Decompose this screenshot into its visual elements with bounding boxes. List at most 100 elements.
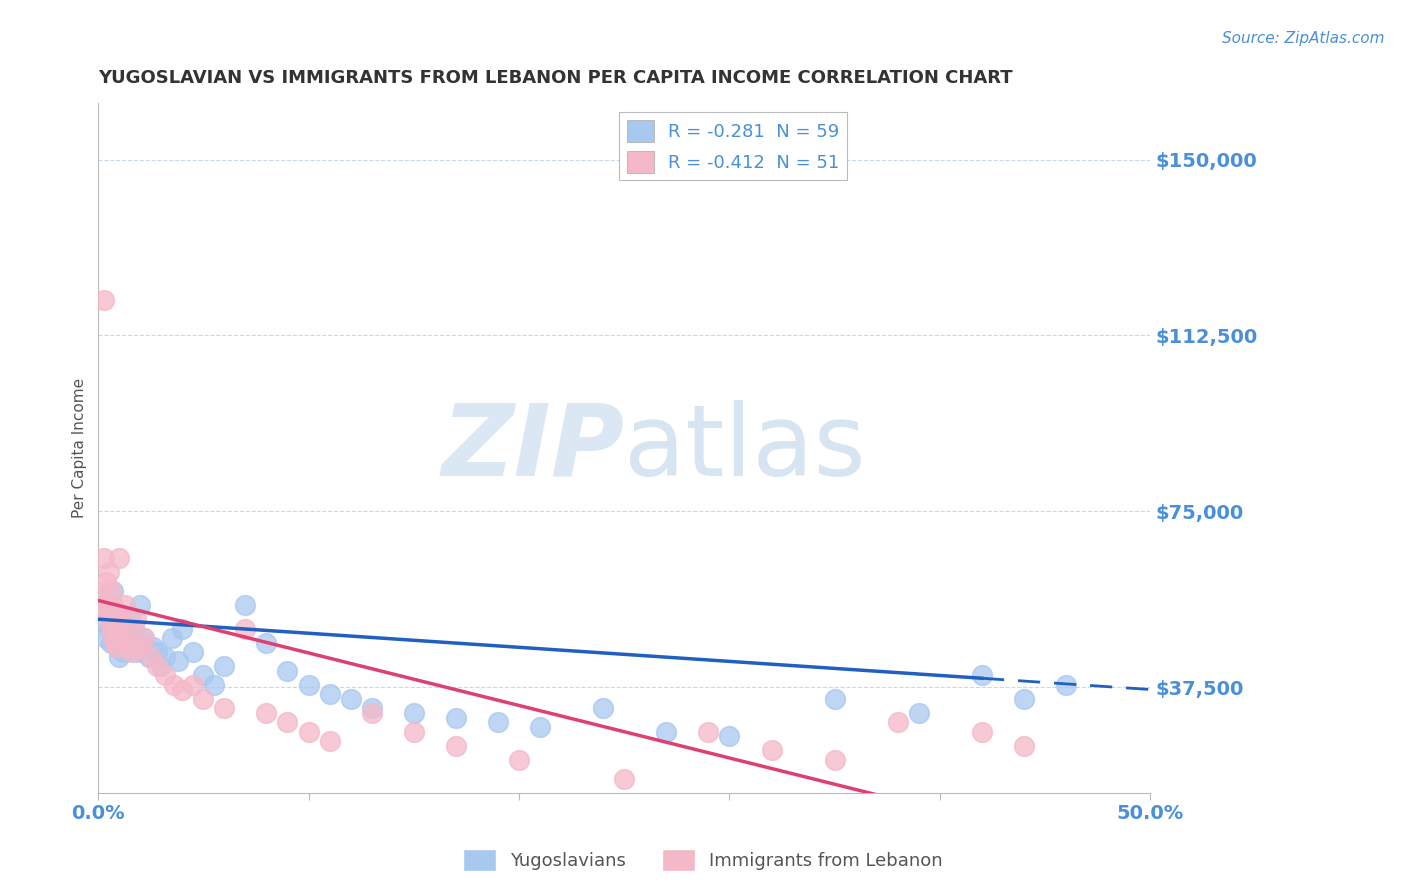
Point — [444, 739, 467, 753]
Point — [117, 640, 139, 655]
Point — [508, 753, 530, 767]
Point — [105, 640, 128, 655]
Point — [193, 668, 215, 682]
Point — [89, 584, 111, 599]
Point — [134, 631, 156, 645]
Point — [110, 631, 132, 645]
Point — [761, 743, 783, 757]
Point — [93, 551, 115, 566]
Point — [108, 551, 131, 566]
Point — [529, 720, 551, 734]
Point — [146, 645, 169, 659]
Point — [276, 715, 298, 730]
Point — [101, 607, 124, 622]
Point — [112, 645, 135, 659]
Point — [118, 622, 141, 636]
Point — [167, 654, 190, 668]
Point — [970, 724, 993, 739]
Point — [114, 598, 136, 612]
Point — [118, 612, 141, 626]
Point — [172, 622, 194, 636]
Point — [318, 734, 340, 748]
Point — [108, 626, 131, 640]
Point — [104, 635, 127, 649]
Point — [444, 711, 467, 725]
Point — [122, 622, 145, 636]
Point — [100, 635, 122, 649]
Point — [96, 631, 118, 645]
Point — [100, 603, 122, 617]
Point — [104, 616, 127, 631]
Text: atlas: atlas — [624, 400, 866, 497]
Point — [970, 668, 993, 682]
Point — [134, 631, 156, 645]
Text: ZIP: ZIP — [441, 400, 624, 497]
Point — [97, 622, 120, 636]
Point — [1012, 692, 1035, 706]
Point — [193, 692, 215, 706]
Point — [112, 631, 135, 645]
Point — [150, 659, 173, 673]
Point — [121, 631, 143, 645]
Point — [97, 566, 120, 580]
Point — [202, 678, 225, 692]
Point — [181, 678, 204, 692]
Point — [105, 622, 128, 636]
Point — [592, 701, 614, 715]
Point — [339, 692, 361, 706]
Point — [214, 659, 236, 673]
Legend: Yugoslavians, Immigrants from Lebanon: Yugoslavians, Immigrants from Lebanon — [456, 842, 950, 879]
Point — [138, 649, 160, 664]
Point — [1054, 678, 1077, 692]
Point — [117, 640, 139, 655]
Text: YUGOSLAVIAN VS IMMIGRANTS FROM LEBANON PER CAPITA INCOME CORRELATION CHART: YUGOSLAVIAN VS IMMIGRANTS FROM LEBANON P… — [98, 69, 1012, 87]
Point — [181, 645, 204, 659]
Point — [146, 659, 169, 673]
Point — [108, 649, 131, 664]
Point — [163, 678, 186, 692]
Point — [824, 692, 846, 706]
Point — [108, 622, 131, 636]
Point — [96, 603, 118, 617]
Point — [697, 724, 720, 739]
Point — [254, 635, 277, 649]
Point — [360, 706, 382, 720]
Point — [127, 635, 149, 649]
Point — [235, 598, 257, 612]
Text: Source: ZipAtlas.com: Source: ZipAtlas.com — [1222, 31, 1385, 46]
Point — [110, 612, 132, 626]
Point — [104, 607, 127, 622]
Legend: R = -0.281  N = 59, R = -0.412  N = 51: R = -0.281 N = 59, R = -0.412 N = 51 — [620, 112, 846, 180]
Point — [101, 631, 124, 645]
Point — [97, 598, 120, 612]
Point — [276, 664, 298, 678]
Point — [907, 706, 929, 720]
Point — [96, 574, 118, 589]
Point — [125, 645, 148, 659]
Point — [824, 753, 846, 767]
Point — [155, 668, 177, 682]
Y-axis label: Per Capita Income: Per Capita Income — [72, 378, 87, 518]
Point — [91, 612, 114, 626]
Point — [297, 724, 319, 739]
Point — [110, 607, 132, 622]
Point — [129, 640, 152, 655]
Point — [121, 645, 143, 659]
Point — [105, 612, 128, 626]
Point — [101, 598, 124, 612]
Point — [887, 715, 910, 730]
Point — [142, 640, 165, 655]
Point — [297, 678, 319, 692]
Point — [114, 635, 136, 649]
Point — [105, 640, 128, 655]
Point — [104, 626, 127, 640]
Point — [97, 612, 120, 626]
Point — [718, 730, 741, 744]
Point — [125, 612, 148, 626]
Point — [93, 293, 115, 308]
Point — [402, 706, 425, 720]
Point — [129, 598, 152, 612]
Point — [112, 616, 135, 631]
Point — [101, 584, 124, 599]
Point — [1012, 739, 1035, 753]
